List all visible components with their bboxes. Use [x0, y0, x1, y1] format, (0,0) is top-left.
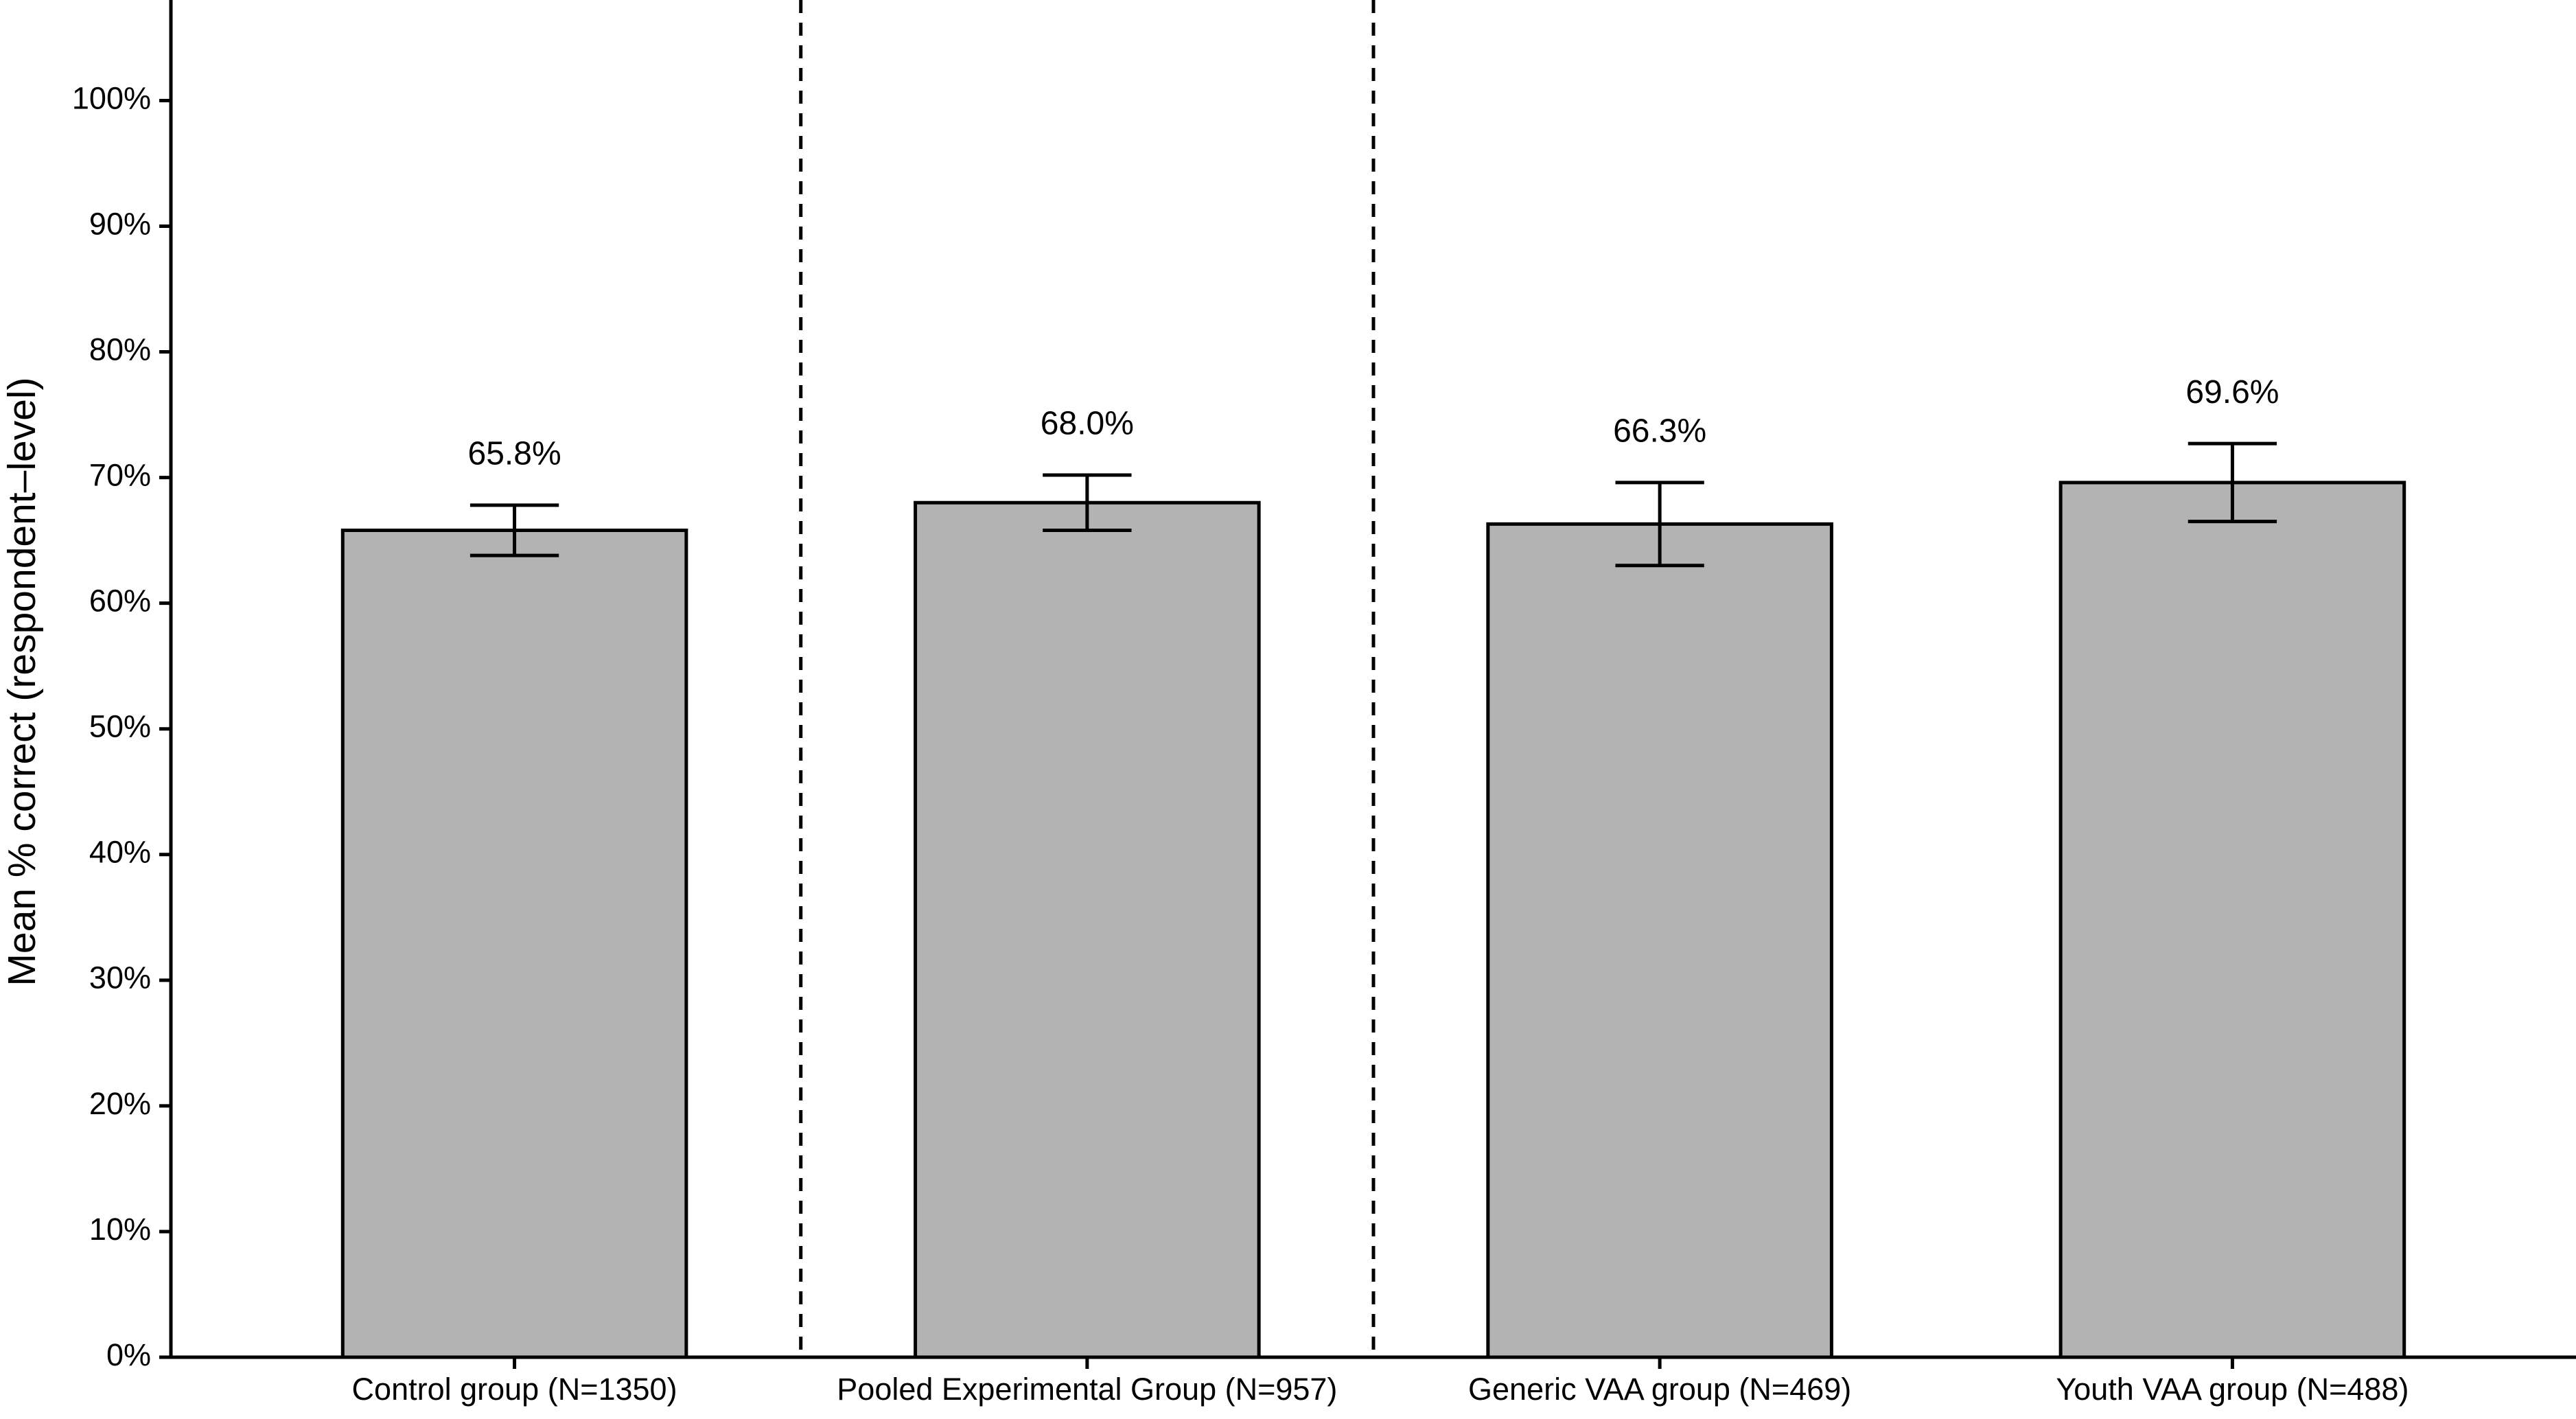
y-tick-label: 10% [89, 1212, 151, 1247]
y-tick-label: 20% [89, 1086, 151, 1121]
y-tick-label: 60% [89, 584, 151, 619]
bar [1486, 522, 1833, 1359]
x-tick-label: Youth VAA group (N=488) [2056, 1372, 2409, 1407]
x-tick-label: Pooled Experimental Group (N=957) [837, 1372, 1337, 1407]
value-label: 68.0% [1041, 406, 1134, 442]
y-tick-label: 30% [89, 960, 151, 995]
value-label: 66.3% [1613, 413, 1706, 450]
x-tick-label: Generic VAA group (N=469) [1468, 1372, 1851, 1407]
value-label: 69.6% [2185, 374, 2279, 411]
y-tick-label: 90% [89, 206, 151, 241]
x-tick-label: Control group (N=1350) [352, 1372, 677, 1407]
y-tick-label: 70% [89, 458, 151, 493]
y-tick-label: 80% [89, 332, 151, 367]
bar [340, 528, 688, 1359]
y-axis-label: Mean % correct (respondent–level) [0, 377, 44, 986]
y-tick-label: 40% [89, 835, 151, 870]
bar [2058, 481, 2406, 1359]
bar [914, 500, 1261, 1359]
y-tick-label: 100% [72, 80, 151, 115]
value-label: 65.8% [468, 436, 561, 472]
y-tick-label: 0% [106, 1337, 151, 1372]
y-tick-label: 50% [89, 709, 151, 744]
